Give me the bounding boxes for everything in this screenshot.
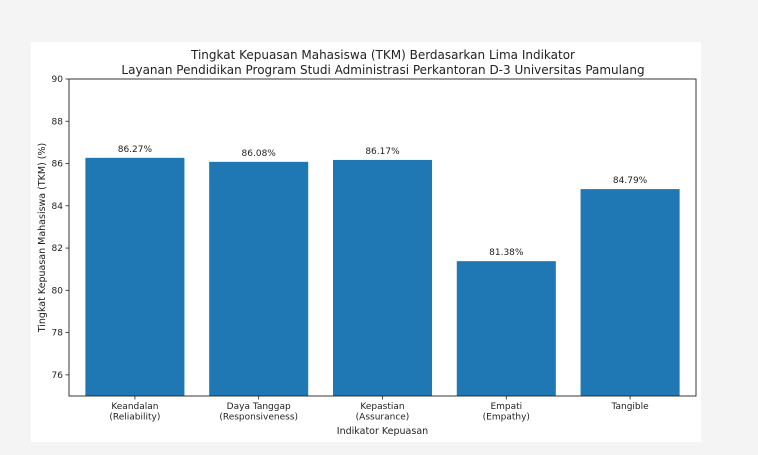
y-tick-label: 80 bbox=[52, 286, 64, 296]
y-tick-label: 76 bbox=[52, 371, 64, 381]
bar-data-label: 86.08% bbox=[242, 149, 277, 159]
bar-labels-group: 86.27% 86.08% 86.17% 81.38% 84.79% bbox=[118, 145, 648, 258]
chart-title: Tingkat Kepuasan Mahasiswa (TKM) Berdasa… bbox=[121, 48, 644, 77]
x-axis: Keandalan(Reliability) Daya Tanggap(Respo… bbox=[109, 396, 649, 423]
x-tick-label: Kepastian bbox=[360, 402, 404, 412]
x-tick-label: (Responsiveness) bbox=[219, 413, 298, 423]
y-tick-label: 90 bbox=[52, 75, 64, 85]
y-tick-label: 86 bbox=[52, 160, 64, 170]
y-tick-label: 78 bbox=[52, 329, 64, 339]
bar bbox=[332, 159, 433, 396]
x-tick-label: (Assurance) bbox=[356, 413, 410, 423]
chart-figure: Tingkat Kepuasan Mahasiswa (TKM) Berdasa… bbox=[31, 42, 701, 442]
y-axis: 76 78 80 82 84 86 88 90 bbox=[52, 75, 69, 381]
bar-chart: Tingkat Kepuasan Mahasiswa (TKM) Berdasa… bbox=[37, 48, 697, 437]
bar-data-label: 81.38% bbox=[489, 248, 524, 258]
x-tick-label: Tangible bbox=[610, 402, 649, 412]
y-tick-label: 88 bbox=[52, 117, 64, 127]
x-tick-label: (Empathy) bbox=[483, 413, 530, 423]
x-axis-label: Indikator Kepuasan bbox=[337, 426, 428, 437]
bars-group bbox=[85, 157, 680, 396]
y-axis-label: Tingkat Kepuasan Mahasiswa (TKM) (%) bbox=[37, 143, 48, 334]
x-tick-label: Daya Tanggap bbox=[227, 402, 291, 412]
x-tick-label: (Reliability) bbox=[109, 413, 160, 423]
bar bbox=[580, 189, 680, 396]
bar-data-label: 84.79% bbox=[613, 176, 648, 186]
plot-frame bbox=[68, 78, 697, 397]
y-tick-label: 82 bbox=[52, 244, 63, 254]
bar bbox=[209, 161, 309, 396]
bar bbox=[456, 261, 556, 396]
chart-title-line-2: Layanan Pendidikan Program Studi Adminis… bbox=[121, 63, 644, 77]
bar bbox=[85, 157, 185, 396]
bar-data-label: 86.27% bbox=[118, 145, 153, 155]
x-tick-label: Keandalan bbox=[111, 402, 158, 412]
y-tick-label: 84 bbox=[52, 202, 64, 212]
chart-title-line-1: Tingkat Kepuasan Mahasiswa (TKM) Berdasa… bbox=[190, 48, 575, 62]
bar-data-label: 86.17% bbox=[365, 147, 400, 157]
x-tick-label: Empati bbox=[490, 402, 522, 412]
